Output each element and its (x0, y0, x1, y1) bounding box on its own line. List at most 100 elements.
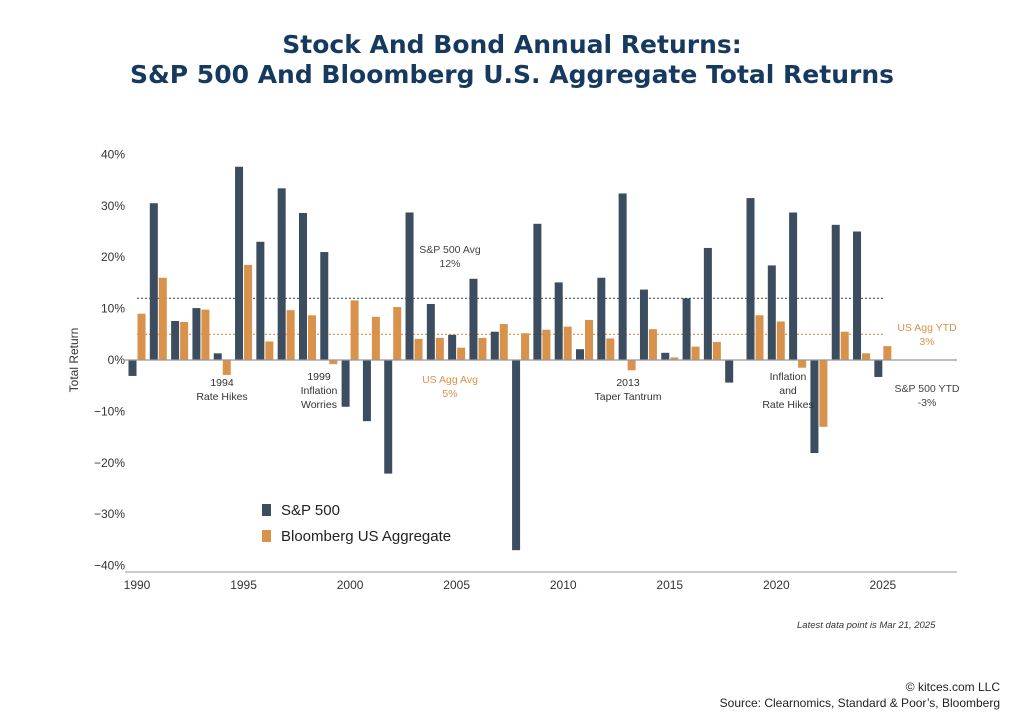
x-tick-label: 2025 (869, 578, 896, 592)
agg-bar-2017 (712, 342, 721, 360)
agg-bar-2000 (350, 300, 359, 360)
sp500-bar-2005 (448, 334, 457, 360)
sp500-bar-2002 (384, 360, 393, 474)
agg-bar-1990 (137, 313, 146, 360)
agg-bar-2024 (862, 353, 871, 360)
sp500-bar-2024 (853, 231, 862, 360)
reference-label: S&P 500 Avg (419, 244, 481, 256)
agg-bar-2022 (819, 360, 828, 427)
chart-title: Stock And Bond Annual Returns: S&P 500 A… (0, 30, 1024, 90)
sp500-bar-2007 (490, 331, 499, 360)
x-tick-label: 2005 (443, 578, 470, 592)
sp500-bar-1993 (192, 308, 201, 360)
y-axis-label: Total Return (67, 328, 81, 393)
agg-bar-2011 (585, 319, 594, 360)
annotation-a2022: and (779, 385, 797, 397)
sp500-bar-2014 (639, 289, 648, 360)
agg-bar-2007 (499, 324, 508, 360)
agg-bar-2015 (670, 357, 679, 360)
y-tick-label: 0% (108, 353, 126, 367)
sp500-bar-2000 (341, 360, 350, 407)
sp500-bar-2019 (746, 198, 755, 360)
agg-bar-2005 (457, 347, 466, 360)
x-tick-label: 1990 (124, 578, 151, 592)
x-tick-label: 1995 (230, 578, 257, 592)
sp500-bar-2020 (767, 265, 776, 360)
sp500-bar-2021 (789, 212, 798, 360)
sp500-bar-1996 (256, 241, 265, 360)
y-tick-label: 10% (101, 302, 125, 316)
agg-bar-2019 (755, 315, 764, 360)
annotation-spytd: -3% (918, 397, 937, 409)
sp500-bar-2008 (512, 360, 521, 551)
sp500-bar-2023 (831, 224, 840, 360)
agg-bar-2001 (371, 316, 380, 360)
agg-bar-2020 (776, 321, 785, 360)
annotation-a2013: Taper Tantrum (595, 391, 662, 403)
agg-bar-2016 (691, 346, 700, 360)
sp500-bar-1991 (149, 203, 158, 360)
sp500-bar-2011 (576, 349, 585, 360)
sp500-bar-2004 (426, 303, 435, 360)
agg-bar-1994 (222, 360, 231, 375)
source-note: Source: Clearnomics, Standard & Poor’s, … (719, 696, 1000, 710)
agg-bar-1995 (244, 264, 253, 360)
x-tick-label: 2015 (656, 578, 683, 592)
agg-bar-2008 (521, 333, 530, 360)
legend-label: S&P 500 (281, 502, 340, 519)
annotation-a1994: Rate Hikes (196, 391, 247, 403)
agg-bar-1993 (201, 309, 210, 360)
annotation-a1999: Worries (301, 399, 337, 411)
annotation-a2022: Rate Hikes (762, 399, 813, 411)
agg-bar-2025 (883, 346, 892, 360)
agg-bar-1997 (286, 310, 295, 360)
copyright: © kitces.com LLC (905, 680, 1000, 694)
agg-bar-2014 (648, 329, 657, 360)
y-tick-label: 40% (101, 147, 125, 161)
annotation-spytd: S&P 500 YTD (895, 383, 960, 395)
annotation-a1999: Inflation (301, 385, 338, 397)
sp500-bar-1999 (320, 252, 329, 360)
agg-bar-2013 (627, 360, 636, 371)
agg-bar-1992 (180, 321, 189, 360)
sp500-bar-2003 (405, 212, 414, 360)
sp500-bar-2022 (810, 360, 819, 454)
sp500-bar-2016 (682, 298, 691, 360)
agg-bar-2004 (435, 337, 444, 360)
y-tick-label: 20% (101, 250, 125, 264)
agg-bar-1991 (158, 277, 167, 360)
sp500-bar-2001 (362, 360, 371, 422)
sp500-bar-1998 (298, 212, 307, 360)
agg-bar-2010 (563, 326, 572, 360)
x-tick-label: 2010 (550, 578, 577, 592)
agg-bar-2002 (393, 307, 402, 360)
y-tick-label: −10% (94, 404, 125, 418)
sp500-bar-2012 (597, 277, 606, 360)
sp500-bar-1990 (128, 360, 137, 376)
reference-value: 5% (442, 388, 457, 400)
sp500-bar-2017 (703, 247, 712, 360)
y-tick-label: −30% (94, 507, 125, 521)
reference-label: US Agg Avg (422, 374, 478, 386)
sp500-bar-1994 (213, 353, 222, 360)
sp500-bar-1997 (277, 188, 286, 360)
y-tick-label: −20% (94, 456, 125, 470)
y-tick-label: 30% (101, 199, 125, 213)
annotation-aggytd: US Agg YTD (897, 322, 957, 334)
agg-bar-2009 (542, 329, 551, 360)
sp500-bar-1995 (235, 166, 244, 360)
annotation-a2022: Inflation (770, 371, 807, 383)
title-line-2: S&P 500 And Bloomberg U.S. Aggregate Tot… (129, 60, 895, 89)
annotation-a1994: 1994 (210, 377, 234, 389)
agg-bar-1999 (329, 360, 338, 365)
x-tick-label: 2020 (763, 578, 790, 592)
sp500-bar-2010 (554, 282, 563, 360)
agg-bar-2006 (478, 337, 487, 360)
x-tick-label: 2000 (337, 578, 364, 592)
sp500-bar-2015 (661, 352, 670, 360)
legend-label: Bloomberg US Aggregate (281, 528, 451, 545)
sp500-bar-2025 (874, 360, 883, 377)
sp500-bar-1992 (171, 320, 180, 360)
legend-swatch-1 (262, 530, 271, 542)
